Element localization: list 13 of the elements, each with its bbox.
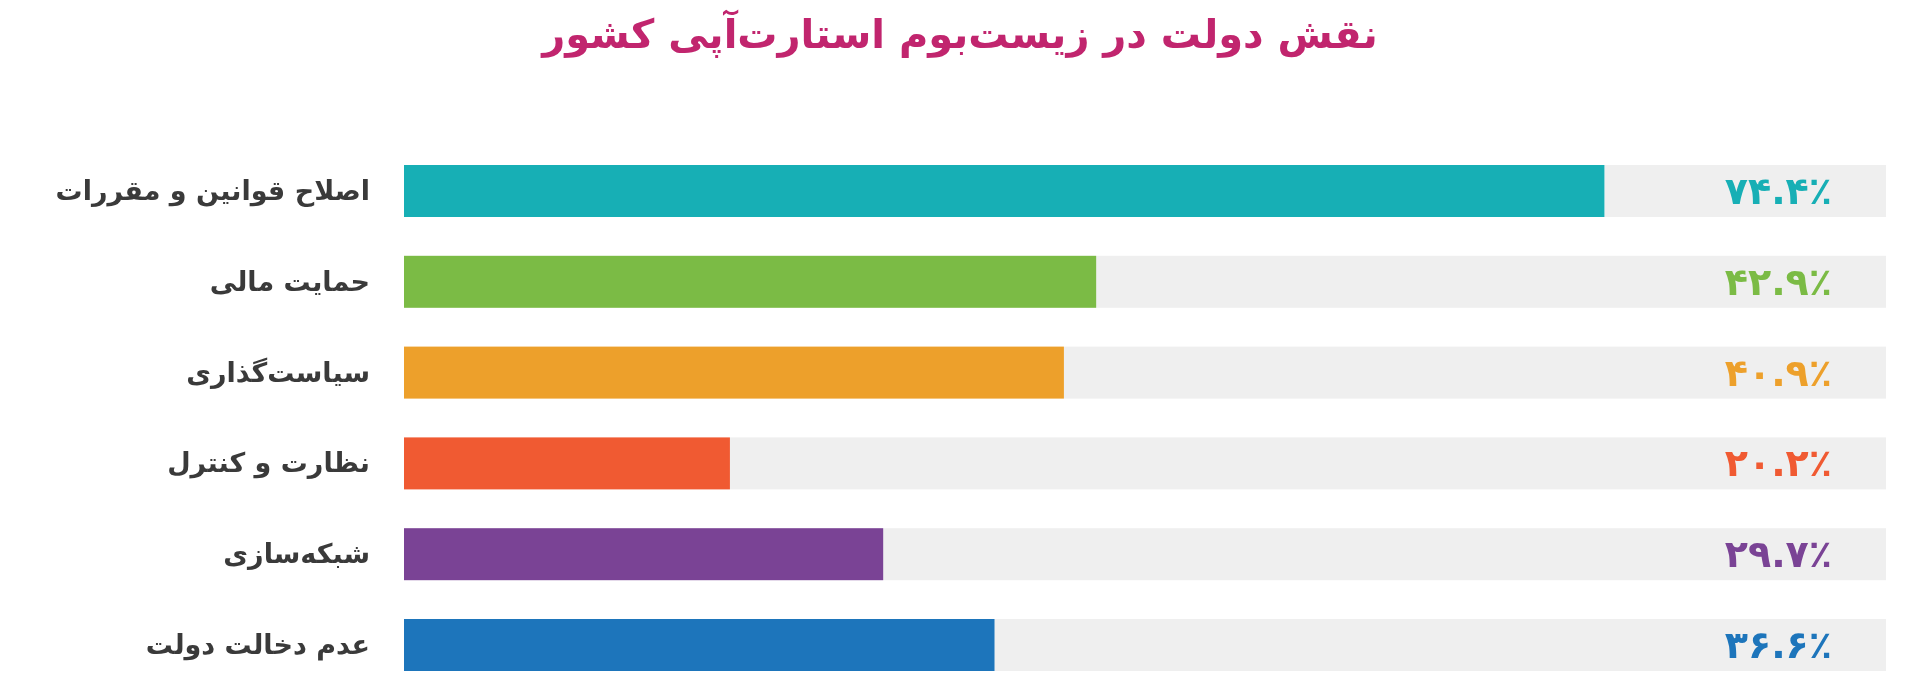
data-label: ۷۴.۴٪ — [1724, 169, 1832, 213]
y-tick-label: سیاست‌گذاری — [186, 356, 370, 389]
y-tick-label: حمایت مالی — [209, 265, 370, 297]
data-label: ۴۲.۹٪ — [1724, 259, 1832, 304]
data-label: ۳۶.۶٪ — [1724, 623, 1832, 667]
data-label: ۲۹.۷٪ — [1724, 532, 1832, 577]
title: نقش دولت در زیست‌بوم استارت‌آپی کشور — [542, 11, 1378, 57]
y-tick-label: نظارت و کنترل — [167, 447, 370, 480]
y-tick-label: عدم دخالت دولت — [145, 629, 370, 661]
data-label: ۲۰.۲٪ — [1724, 441, 1832, 486]
y-tick-label: شبکه‌سازی — [223, 538, 370, 571]
data-label: ۴۰.۹٪ — [1724, 350, 1832, 395]
y-tick-label: اصلاح قوانین و مقررات — [55, 175, 370, 207]
